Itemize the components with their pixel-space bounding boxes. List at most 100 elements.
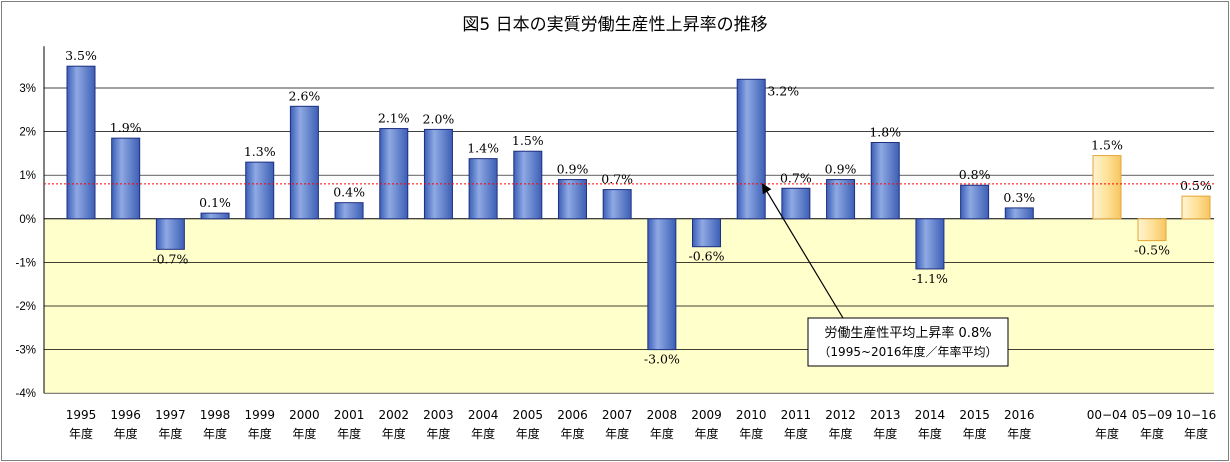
x-tick-label-top: 00−04 <box>1087 408 1128 422</box>
data-label-2004: 1.4% <box>467 141 499 156</box>
x-tick-label-bottom: 年度 <box>560 426 584 441</box>
y-tick-label: -2% <box>16 301 36 313</box>
x-tick-label-bottom: 年度 <box>605 426 629 441</box>
x-tick-label-bottom: 年度 <box>248 426 272 441</box>
bar-1996 <box>111 137 141 220</box>
data-label-00−04: 1.5% <box>1091 138 1123 153</box>
bar-2013 <box>870 142 900 220</box>
x-tick-label-top: 2015 <box>959 408 990 422</box>
x-tick-label-bottom: 年度 <box>1007 426 1031 441</box>
bar-2015 <box>960 184 990 220</box>
x-tick-label-top: 2008 <box>647 408 678 422</box>
bar-2000 <box>289 105 319 220</box>
y-tick-label: 0% <box>19 214 36 226</box>
x-tick-label-top: 2000 <box>289 408 320 422</box>
data-label-1998: 0.1% <box>199 195 231 210</box>
bar-2011 <box>781 187 811 220</box>
bar-10−16 <box>1181 195 1211 220</box>
data-label-2012: 0.9% <box>825 162 857 177</box>
data-label-2010: 3.2% <box>767 83 799 98</box>
data-label-2000: 2.6% <box>289 88 321 103</box>
x-tick-label-top: 2013 <box>870 408 901 422</box>
x-tick-label-top: 2012 <box>825 408 856 422</box>
y-tick-label: -4% <box>16 388 36 400</box>
y-tick-label: 1% <box>19 170 36 182</box>
x-tick-label-top: 1995 <box>66 408 97 422</box>
bar-2003 <box>423 128 453 220</box>
x-tick-label-top: 05−09 <box>1132 408 1173 422</box>
x-tick-label-bottom: 年度 <box>114 426 138 441</box>
y-tick-label: 3% <box>19 83 36 95</box>
x-tick-label-bottom: 年度 <box>471 426 495 441</box>
data-label-1996: 1.9% <box>110 120 142 135</box>
bar-2004 <box>468 158 498 220</box>
data-label-2001: 0.4% <box>333 185 365 200</box>
x-tick-label-top: 2010 <box>736 408 767 422</box>
data-label-2007: 0.7% <box>601 172 633 187</box>
x-tick-label-bottom: 年度 <box>337 426 361 441</box>
x-tick-label-top: 2007 <box>602 408 633 422</box>
x-tick-label-bottom: 年度 <box>650 426 674 441</box>
data-label-2005: 1.5% <box>512 133 544 148</box>
y-tick-label: -3% <box>16 345 36 357</box>
data-label-2011: 0.7% <box>780 170 812 185</box>
x-tick-label-bottom: 年度 <box>963 426 987 441</box>
bar-1997 <box>155 218 185 250</box>
bar-2008 <box>647 218 677 351</box>
x-tick-label-top: 2005 <box>513 408 544 422</box>
x-tick-label-bottom: 年度 <box>918 426 942 441</box>
x-tick-label-bottom: 年度 <box>873 426 897 441</box>
data-label-2002: 2.1% <box>378 111 410 126</box>
x-tick-label-bottom: 年度 <box>203 426 227 441</box>
bar-2009 <box>692 218 722 248</box>
data-label-1995: 3.5% <box>65 48 97 63</box>
data-label-2009: -0.6% <box>689 249 725 264</box>
x-tick-label-top: 2003 <box>423 408 454 422</box>
x-tick-label-bottom: 年度 <box>1184 426 1208 441</box>
bar-2007 <box>602 189 632 220</box>
x-tick-label-top: 10−16 <box>1176 408 1217 422</box>
x-tick-label-top: 2014 <box>915 408 946 422</box>
data-label-2003: 2.0% <box>423 111 455 126</box>
data-label-1997: -0.7% <box>152 251 188 266</box>
x-tick-label-top: 2002 <box>378 408 409 422</box>
x-tick-label-bottom: 年度 <box>292 426 316 441</box>
x-tick-label-top: 1998 <box>200 408 231 422</box>
x-tick-label-bottom: 年度 <box>1140 426 1164 441</box>
x-tick-label-top: 1999 <box>244 408 275 422</box>
x-tick-label-top: 1997 <box>155 408 186 422</box>
bar-2001 <box>334 202 364 220</box>
bar-2016 <box>1004 207 1034 220</box>
bar-05−09 <box>1137 218 1167 242</box>
bar-2014 <box>915 218 945 270</box>
data-label-2008: -3.0% <box>644 352 680 367</box>
annotation-arrow <box>761 183 844 319</box>
data-label-2006: 0.9% <box>557 162 589 177</box>
x-tick-label-top: 2001 <box>334 408 365 422</box>
x-tick-label-top: 2009 <box>691 408 722 422</box>
x-tick-label-top: 1996 <box>110 408 141 422</box>
x-tick-label-bottom: 年度 <box>426 426 450 441</box>
data-label-2015: 0.8% <box>959 167 991 182</box>
bar-2010 <box>736 78 766 220</box>
bar-2002 <box>379 128 409 220</box>
data-label-05−09: -0.5% <box>1134 243 1170 258</box>
x-tick-label-top: 2011 <box>781 408 812 422</box>
bar-2005 <box>513 150 543 220</box>
x-tick-label-top: 2006 <box>557 408 588 422</box>
x-tick-label-top: 2016 <box>1004 408 1035 422</box>
data-label-2013: 1.8% <box>869 125 901 140</box>
x-tick-label-bottom: 年度 <box>784 426 808 441</box>
data-label-2014: -1.1% <box>912 271 948 286</box>
x-tick-label-bottom: 年度 <box>158 426 182 441</box>
x-tick-label-bottom: 年度 <box>516 426 540 441</box>
bar-1999 <box>245 161 275 220</box>
bar-00−04 <box>1092 155 1122 220</box>
chart-title: 図5 日本の実質労働生産性上昇率の推移 <box>462 15 768 35</box>
y-tick-label: 2% <box>19 127 36 139</box>
x-tick-label-bottom: 年度 <box>1095 426 1119 441</box>
data-label-2016: 0.3% <box>1003 190 1035 205</box>
bar-2006 <box>557 179 587 220</box>
bar-1998 <box>200 212 230 220</box>
